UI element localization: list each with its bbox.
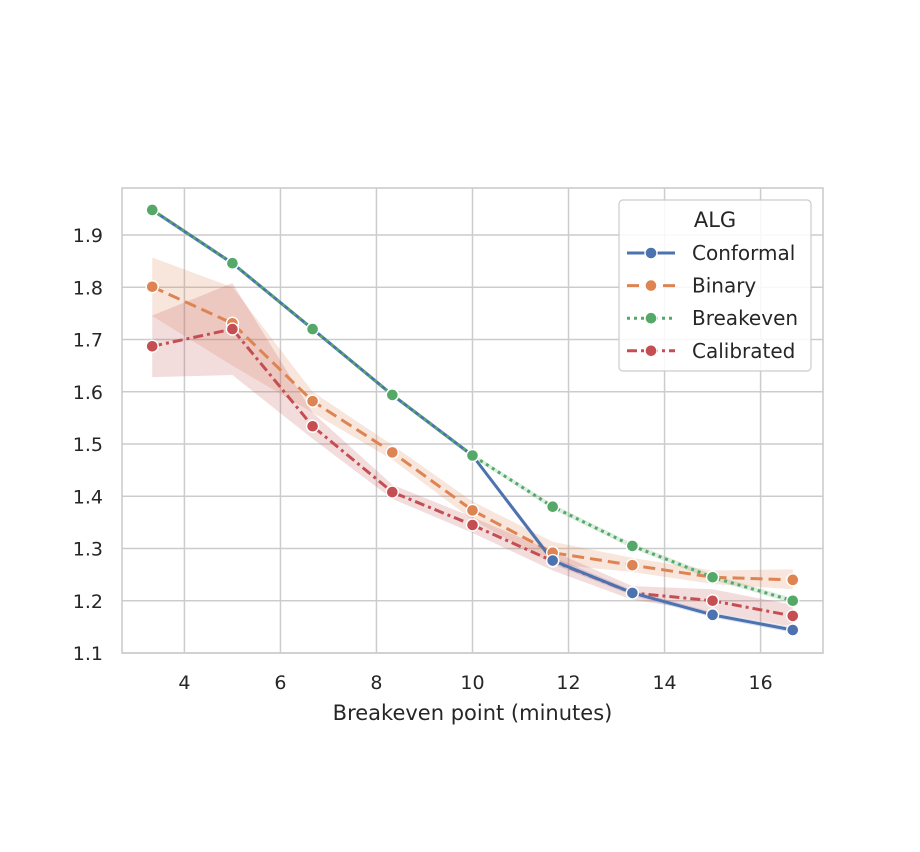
legend: ALG Conformal Binary Breakeven Calibrated [618, 199, 812, 372]
binary-point [145, 280, 159, 294]
calibrated-point [705, 594, 720, 608]
breakeven-point [465, 448, 480, 463]
breakeven-line [151, 208, 794, 603]
legend-box [618, 199, 812, 372]
plot-frame [121, 187, 824, 654]
calibrated-point [465, 518, 480, 532]
calibrated-confidence-band [152, 283, 793, 627]
conformal-point [625, 586, 640, 600]
y-tick-label: 1.8 [73, 277, 103, 299]
x-axis-label: Breakeven point (minutes) [333, 701, 613, 725]
calibrated-point [145, 339, 159, 354]
tick-labels: 4 6 8 10 12 14 16 1.1 1.2 1.3 1.4 1.5 1.6 1.7 1.8 1.9 [73, 225, 773, 694]
legend-label-calibrated: Calibrated [692, 339, 795, 363]
x-tick-label: 14 [652, 672, 676, 694]
calibrated-point [305, 419, 320, 433]
legend-label-binary: Binary [692, 274, 756, 298]
legend-marker-breakeven [644, 311, 658, 325]
x-tick-label: 4 [178, 672, 190, 694]
calibrated-point [385, 485, 400, 499]
binary-line [151, 285, 793, 582]
binary-point [305, 394, 320, 408]
y-tick-label: 1.3 [73, 539, 103, 561]
x-tick-label: 12 [556, 672, 580, 694]
x-tick-label: 16 [748, 672, 772, 694]
binary-point [385, 445, 400, 460]
calibrated-point [786, 609, 800, 623]
legend-item-conformal: Conformal [627, 241, 795, 265]
legend-marker-calibrated [644, 344, 658, 358]
breakeven-point [225, 256, 240, 270]
legend-item-calibrated: Calibrated [627, 339, 795, 363]
calibrated-point [225, 322, 240, 336]
breakeven-point [385, 388, 400, 402]
breakeven-point [305, 322, 320, 336]
breakeven-point [625, 539, 640, 553]
y-tick-label: 1.2 [73, 591, 103, 613]
y-tick-label: 1.4 [73, 486, 103, 508]
x-tick-label: 6 [274, 672, 286, 694]
legend-label-conformal: Conformal [692, 241, 795, 265]
binary-point [465, 503, 480, 518]
conformal-point [786, 623, 800, 637]
calibrated-line [151, 327, 794, 618]
legend-label-breakeven: Breakeven [692, 306, 798, 330]
breakeven-point [145, 203, 159, 217]
binary-point [625, 558, 640, 572]
conformal-point [705, 608, 720, 622]
y-tick-label: 1.1 [73, 643, 103, 665]
y-tick-label: 1.7 [73, 330, 103, 352]
binary-confidence-band [152, 257, 793, 590]
breakeven-point [786, 594, 800, 608]
legend-marker-conformal [644, 246, 658, 260]
breakeven-point [545, 500, 560, 514]
x-tick-label: 8 [370, 672, 382, 694]
y-tick-label: 1.5 [73, 434, 103, 456]
legend-item-breakeven: Breakeven [627, 306, 798, 330]
breakeven-point [705, 570, 720, 584]
series-markers [145, 203, 800, 637]
y-tick-label: 1.6 [73, 382, 103, 404]
confidence-bands [152, 207, 793, 633]
y-tick-label: 1.9 [73, 225, 103, 247]
legend-marker-binary [644, 278, 658, 293]
x-tick-label: 10 [460, 672, 484, 694]
legend-title: ALG [694, 208, 736, 232]
binary-point [786, 573, 800, 587]
legend-item-binary: Binary [627, 274, 756, 298]
conformal-point [545, 553, 560, 568]
